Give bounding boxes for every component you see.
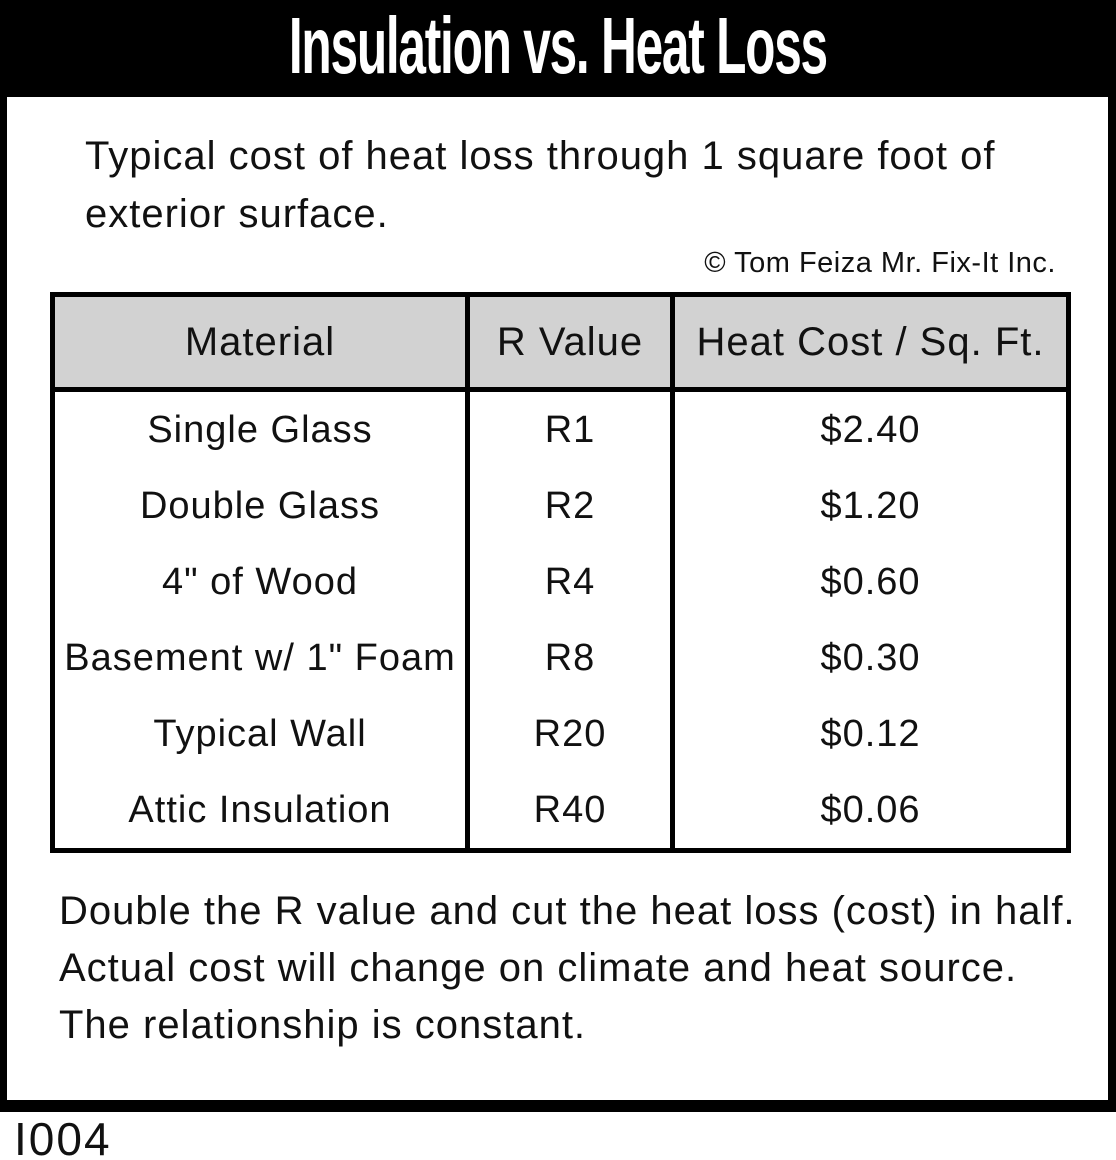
table-row: Typical Wall R20 $0.12 — [50, 696, 1071, 772]
table-row: Double Glass R2 $1.20 — [50, 468, 1071, 544]
table-row: Basement w/ 1" Foam R8 $0.30 — [50, 620, 1071, 696]
intro-text: Typical cost of heat loss through 1 squa… — [85, 134, 996, 236]
cell-material: 4" of Wood — [50, 544, 470, 620]
cell-heat-cost: $0.12 — [670, 696, 1071, 772]
copyright-credit: © Tom Feiza Mr. Fix-It Inc. — [704, 247, 1056, 279]
footnote-text: Double the R value and cut the heat loss… — [59, 889, 1098, 1047]
cell-r-value: R40 — [465, 772, 675, 853]
figure-id: I004 — [14, 1113, 112, 1160]
cell-heat-cost: $1.20 — [670, 468, 1071, 544]
cell-heat-cost: $0.60 — [670, 544, 1071, 620]
cell-r-value: R20 — [465, 696, 675, 772]
cell-heat-cost: $0.30 — [670, 620, 1071, 696]
column-header-r-value: R Value — [465, 292, 675, 392]
cell-material: Single Glass — [50, 389, 470, 468]
heat-loss-table: Material R Value Heat Cost / Sq. Ft. Sin… — [50, 292, 1071, 853]
cell-material: Basement w/ 1" Foam — [50, 620, 470, 696]
cell-heat-cost: $2.40 — [670, 389, 1071, 468]
page-title: Insulation vs. Heat Loss — [288, 0, 828, 90]
table-header-row: Material R Value Heat Cost / Sq. Ft. — [50, 292, 1071, 392]
table-row: 4" of Wood R4 $0.60 — [50, 544, 1071, 620]
column-header-material: Material — [50, 292, 470, 392]
title-banner: Insulation vs. Heat Loss — [0, 0, 1116, 97]
table-row: Attic Insulation R40 $0.06 — [50, 772, 1071, 853]
cell-material: Typical Wall — [50, 696, 470, 772]
cell-r-value: R4 — [465, 544, 675, 620]
cell-r-value: R8 — [465, 620, 675, 696]
cell-r-value: R1 — [465, 389, 675, 468]
cell-r-value: R2 — [465, 468, 675, 544]
footer-strip: I004 — [0, 1112, 1116, 1160]
column-header-heat-cost: Heat Cost / Sq. Ft. — [670, 292, 1071, 392]
content-box: Typical cost of heat loss through 1 squa… — [0, 97, 1116, 1112]
cell-material: Attic Insulation — [50, 772, 470, 853]
table-row: Single Glass R1 $2.40 — [50, 389, 1071, 468]
cell-material: Double Glass — [50, 468, 470, 544]
cell-heat-cost: $0.06 — [670, 772, 1071, 853]
